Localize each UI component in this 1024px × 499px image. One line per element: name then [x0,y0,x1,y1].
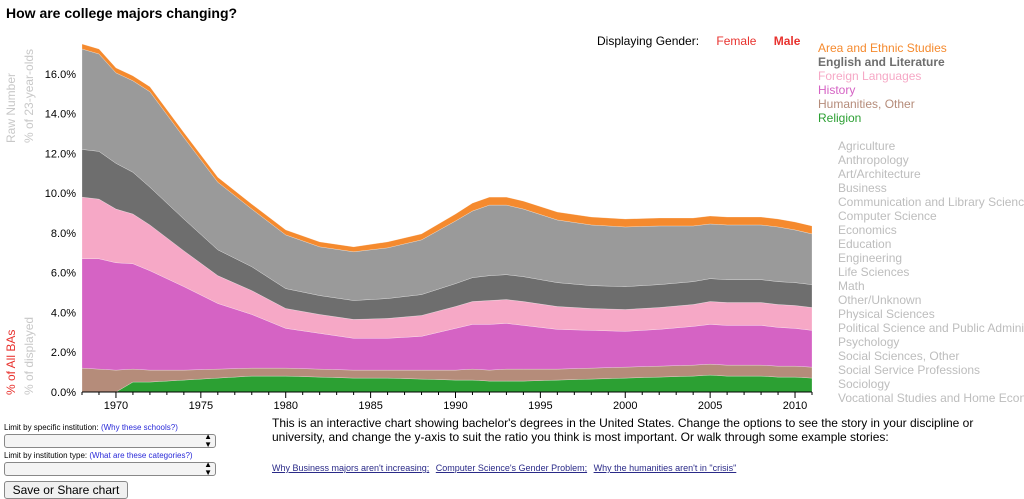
institution-type-select[interactable]: ▲ ▼ [4,460,216,477]
yaxis-option-raw-number[interactable]: Raw Number [4,72,18,143]
x-tick-label: 1975 [189,400,213,410]
legend-item-vocational[interactable]: Vocational Studies and Home Economics [838,391,1024,405]
save-share-button[interactable]: Save or Share chart [4,481,128,499]
legend-item-humanities-other[interactable]: Humanities, Other [818,97,915,111]
select-arrows-icon: ▲ ▼ [204,460,212,477]
y-tick-label: 12.0% [45,148,76,160]
legend-item-sociology[interactable]: Sociology [838,377,891,391]
legend-item-physical-sciences[interactable]: Physical Sciences [838,307,935,321]
x-tick-label: 2005 [698,400,722,410]
y-tick-label: 0.0% [51,387,76,399]
what-are-categories-link[interactable]: (What are these categories?) [89,451,193,460]
legend-inactive: Agriculture Anthropology Art/Architectur… [838,139,1024,405]
legend-item-political-science[interactable]: Political Science and Public Administrat… [838,321,1024,335]
gender-label: Displaying Gender: [597,34,700,48]
x-tick-label: 1985 [358,400,382,410]
x-tick-label: 1980 [273,400,297,410]
legend-item-other-unknown[interactable]: Other/Unknown [838,293,922,307]
story-link-humanities[interactable]: Why the humanities aren't in "crisis" [593,463,737,473]
legend-item-engineering[interactable]: Engineering [838,251,903,265]
legend-item-computer-science[interactable]: Computer Science [838,209,937,223]
legend-item-foreign-languages[interactable]: Foreign Languages [818,69,922,83]
why-these-schools-link[interactable]: (Why these schools?) [100,423,178,432]
y-tick-label: 8.0% [51,228,76,240]
gender-selector: Displaying Gender: Female Male [597,34,814,48]
legend-item-english[interactable]: English and Literature [818,55,945,69]
legend-item-economics[interactable]: Economics [838,223,897,237]
legend-item-education[interactable]: Education [838,237,892,251]
story-link-computer-science[interactable]: Computer Science's Gender Problem; [435,463,588,473]
legend-active: Area and Ethnic Studies English and Lite… [818,41,947,125]
x-tick-label: 2000 [613,400,637,410]
y-tick-label: 4.0% [51,307,76,319]
legend-item-life-sciences[interactable]: Life Sciences [838,265,910,279]
y-tick-label: 6.0% [51,268,76,280]
stacked-area-chart[interactable]: 0.0% 2.0% 4.0% 6.0% 8.0% 10.0% 12.0% 14.0% 16.0%… [0,0,1024,410]
institution-select[interactable]: ▲ ▼ [4,432,216,449]
legend-item-anthropology[interactable]: Anthropology [838,153,909,167]
y-axis: 0.0% 2.0% 4.0% 6.0% 8.0% 10.0% 12.0% 14.0% 16.0% [45,69,76,399]
y-tick-label: 10.0% [45,188,76,200]
legend-item-social-service[interactable]: Social Service Professions [838,363,981,377]
legend-item-business[interactable]: Business [838,181,887,195]
limit-type-text: Limit by institution type: [4,451,88,460]
story-links: Why Business majors aren't increasing; C… [272,463,740,473]
gender-female-option[interactable]: Female [716,34,757,48]
x-tick-label: 1990 [443,400,467,410]
legend-item-art-architecture[interactable]: Art/Architecture [838,167,921,181]
x-tick-label: 2010 [783,400,807,410]
y-tick-label: 14.0% [45,109,76,121]
yaxis-option-pct-displayed[interactable]: % of displayed [22,316,36,395]
x-axis: 1970 1975 1980 1985 1990 1995 2000 2005 2010 [81,391,813,410]
area-series-6[interactable] [81,43,813,253]
limit-institution-text: Limit by specific institution: [4,423,99,432]
legend-item-area-ethnic[interactable]: Area and Ethnic Studies [818,41,947,55]
y-tick-label: 2.0% [51,347,76,359]
yaxis-option-pct-23yo[interactable]: % of 23-year-olds [22,48,36,143]
chart-description: This is an interactive chart showing bac… [272,416,974,444]
legend-item-religion[interactable]: Religion [818,111,862,125]
select-arrows-icon: ▲ ▼ [204,432,212,449]
legend-item-history[interactable]: History [818,83,856,97]
y-tick-label: 16.0% [45,69,76,81]
legend-item-psychology[interactable]: Psychology [838,335,900,349]
yaxis-option-pct-all-bas[interactable]: % of All BAs [4,329,18,395]
limit-institution-label: Limit by specific institution: (Why thes… [4,423,178,432]
chart-areas [81,43,813,393]
gender-male-option[interactable]: Male [773,34,801,48]
legend-item-math[interactable]: Math [838,279,865,293]
limit-type-label: Limit by institution type: (What are the… [4,451,193,460]
x-tick-label: 1970 [104,400,128,410]
story-link-business[interactable]: Why Business majors aren't increasing; [272,463,430,473]
x-tick-label: 1995 [528,400,552,410]
legend-item-social-sciences-other[interactable]: Social Sciences, Other [838,349,960,363]
page-title: How are college majors changing? [6,5,238,21]
legend-item-agriculture[interactable]: Agriculture [838,139,896,153]
legend-item-communication[interactable]: Communication and Library Science [838,195,1024,209]
